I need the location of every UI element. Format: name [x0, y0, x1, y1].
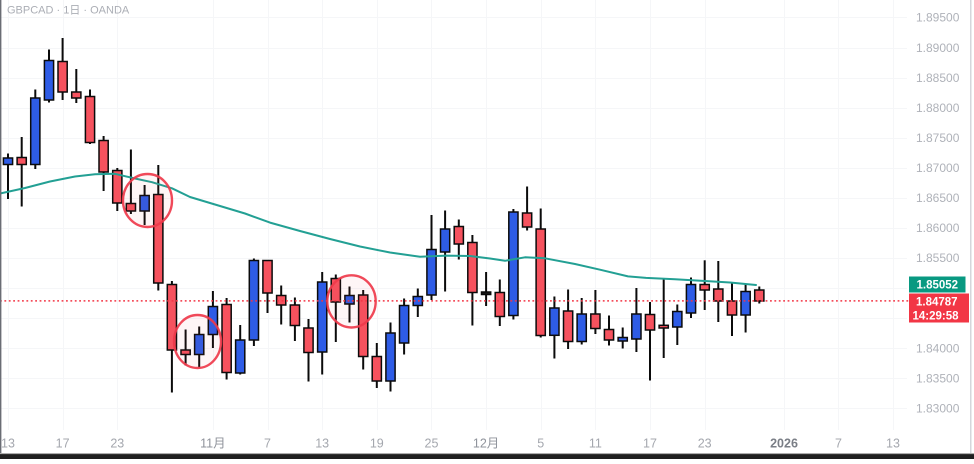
svg-text:12月: 12月 — [473, 437, 499, 451]
svg-text:17: 17 — [56, 437, 70, 451]
svg-text:1.85052: 1.85052 — [917, 279, 959, 291]
svg-text:1.86000: 1.86000 — [916, 221, 960, 235]
svg-text:13: 13 — [315, 437, 329, 451]
svg-text:23: 23 — [698, 437, 712, 451]
svg-text:19: 19 — [370, 437, 384, 451]
svg-text:7: 7 — [264, 437, 271, 451]
svg-text:17: 17 — [643, 437, 657, 451]
svg-text:1.83000: 1.83000 — [916, 402, 960, 416]
svg-text:1.83500: 1.83500 — [916, 372, 960, 386]
svg-text:1.89000: 1.89000 — [916, 41, 960, 55]
svg-text:1.88000: 1.88000 — [916, 101, 960, 115]
svg-text:13: 13 — [886, 437, 900, 451]
svg-text:1.88500: 1.88500 — [916, 71, 960, 85]
svg-text:1.85500: 1.85500 — [916, 251, 960, 265]
svg-text:5: 5 — [537, 437, 544, 451]
svg-text:2026: 2026 — [770, 437, 798, 451]
svg-text:1.84787: 1.84787 — [916, 297, 958, 309]
svg-text:1.89500: 1.89500 — [916, 11, 960, 25]
svg-text:7: 7 — [835, 437, 842, 451]
svg-text:25: 25 — [425, 437, 439, 451]
svg-text:14:29:58: 14:29:58 — [913, 310, 960, 322]
svg-text:1.87000: 1.87000 — [916, 161, 960, 175]
svg-text:1.86500: 1.86500 — [916, 191, 960, 205]
svg-text:13: 13 — [1, 437, 15, 451]
svg-text:GBPCAD · 1日 · OANDA: GBPCAD · 1日 · OANDA — [7, 5, 130, 17]
svg-text:1.87500: 1.87500 — [916, 131, 960, 145]
svg-text:23: 23 — [110, 437, 124, 451]
svg-text:1.84000: 1.84000 — [916, 341, 960, 355]
svg-text:11月: 11月 — [200, 437, 225, 451]
svg-text:11: 11 — [589, 437, 602, 451]
